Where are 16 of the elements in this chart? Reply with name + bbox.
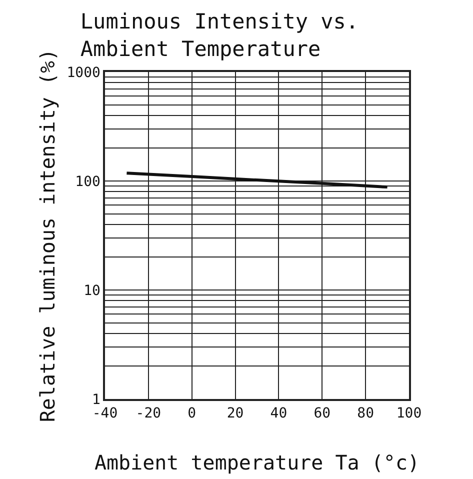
x-tick-label: -40 [92, 406, 118, 422]
y-tick-label: 100 [75, 174, 100, 190]
x-tick-label: 40 [270, 406, 288, 422]
x-tick-label: 100 [396, 406, 422, 422]
x-tick-label: 60 [314, 406, 331, 422]
y-tick-label: 1000 [66, 64, 100, 81]
line-series [125, 172, 389, 189]
x-tick-label: 20 [226, 406, 244, 422]
x-tick-label: -20 [136, 406, 162, 422]
x-axis-title: Ambient temperature Ta (°c) [94, 450, 420, 474]
y-tick-label: 1 [92, 392, 100, 408]
chart-title: Luminous Intensity vs. Ambient Temperature [80, 10, 359, 62]
x-tick-label: 0 [188, 406, 196, 422]
x-tick-label: 80 [357, 406, 374, 422]
y-tick-label: 10 [84, 282, 100, 299]
y-axis-title: Relative luminous intensity (%) [36, 48, 60, 422]
